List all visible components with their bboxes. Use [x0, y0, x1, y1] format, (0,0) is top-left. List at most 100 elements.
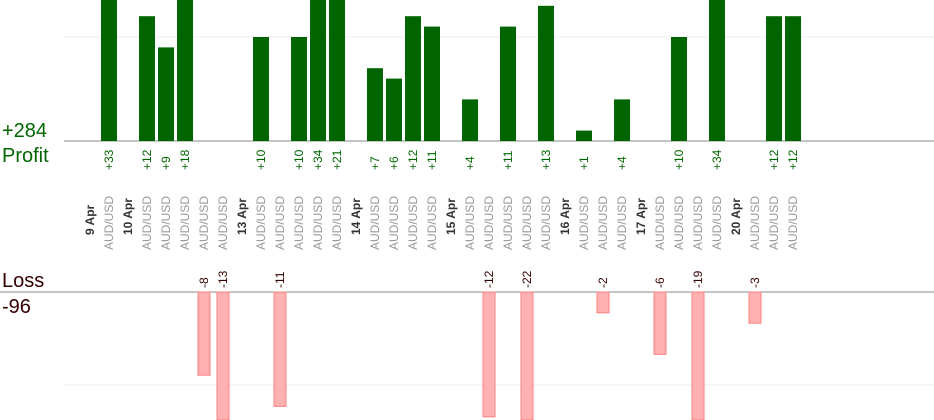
pair-label: AUD/USD [710, 196, 724, 250]
profit-value-label: +13 [539, 149, 553, 170]
pair-label: AUD/USD [767, 196, 781, 250]
loss-bar [520, 291, 534, 420]
profit-value-label: +10 [292, 149, 306, 170]
profit-value-label: +7 [368, 156, 382, 170]
profit-bar [671, 37, 687, 141]
day-label: 16 Apr [558, 198, 572, 235]
profit-value-label: +4 [615, 156, 629, 170]
profit-value-label: +11 [425, 150, 439, 170]
pair-label: AUD/USD [691, 196, 705, 250]
loss-bar [653, 291, 667, 355]
pair-label: AUD/USD [653, 196, 667, 250]
pair-label: AUD/USD [254, 196, 268, 250]
profit-value-label: +1 [577, 156, 591, 170]
profit-value-label: +10 [672, 149, 686, 170]
pair-label: AUD/USD [748, 196, 762, 250]
pair-label: AUD/USD [501, 196, 515, 250]
profit-value-label: +11 [501, 150, 515, 170]
labels-layer: 9 Apr AUD/USD +33 10 Apr AUD/USD +12 AUD/USD +9… [83, 149, 800, 288]
day-label: 14 Apr [349, 198, 363, 235]
pair-label: AUD/USD [311, 196, 325, 250]
profit-bar [576, 130, 592, 141]
profit-label: Profit [2, 145, 49, 167]
day-label: 9 Apr [83, 204, 97, 235]
pair-label: AUD/USD [330, 196, 344, 250]
profit-bar [177, 0, 193, 141]
profit-value-label: +12 [786, 149, 800, 170]
pair-label: AUD/USD [425, 196, 439, 250]
profit-value-label: +18 [178, 149, 192, 170]
profit-bar [310, 0, 326, 141]
loss-total: -96 [2, 296, 31, 318]
loss-value-label: -13 [216, 270, 230, 288]
profit-bar [291, 37, 307, 141]
loss-value-label: -11 [273, 271, 287, 288]
profit-bar [424, 26, 440, 142]
day-label: 10 Apr [121, 198, 135, 235]
profit-value-label: +12 [767, 149, 781, 170]
pair-label: AUD/USD [159, 196, 173, 250]
day-label: 20 Apr [729, 198, 743, 235]
loss-value-label: -2 [596, 277, 610, 288]
pair-label: AUD/USD [596, 196, 610, 250]
pair-label: AUD/USD [463, 196, 477, 250]
loss-label: Loss [2, 270, 45, 292]
loss-value-label: -22 [520, 270, 534, 288]
loss-bar [273, 291, 287, 407]
pair-label: AUD/USD [672, 196, 686, 250]
profit-value-label: +10 [254, 149, 268, 170]
loss-bar [691, 291, 705, 420]
loss-value-label: -19 [691, 270, 705, 288]
profit-value-label: +33 [102, 149, 116, 170]
pair-label: AUD/USD [539, 196, 553, 250]
loss-bar [216, 291, 230, 420]
pair-label: AUD/USD [615, 196, 629, 250]
pair-label: AUD/USD [140, 196, 154, 250]
pair-label: AUD/USD [368, 196, 382, 250]
pair-label: AUD/USD [197, 196, 211, 250]
profit-bar [405, 16, 421, 142]
profit-value-label: +34 [311, 149, 325, 170]
day-label: 17 Apr [634, 198, 648, 235]
profit-bar [253, 37, 269, 141]
profit-bar [614, 99, 630, 141]
profit-bar [101, 0, 117, 141]
profit-bar [500, 26, 516, 142]
day-label: 13 Apr [235, 198, 249, 235]
bars-layer [101, 0, 801, 420]
pair-label: AUD/USD [577, 196, 591, 250]
profit-bar [367, 68, 383, 141]
pair-label: AUD/USD [482, 196, 496, 250]
profit-bar [785, 16, 801, 142]
profit-bar [709, 0, 725, 141]
profit-value-label: +21 [330, 149, 344, 170]
profit-bar [462, 99, 478, 141]
profit-total: +284 [2, 120, 48, 142]
profit-bar [329, 0, 345, 141]
profit-bar [139, 16, 155, 142]
pair-label: AUD/USD [216, 196, 230, 250]
pair-label: AUD/USD [292, 196, 306, 250]
pair-label: AUD/USD [786, 196, 800, 250]
profit-value-label: +4 [463, 156, 477, 170]
pair-label: AUD/USD [406, 196, 420, 250]
pair-label: AUD/USD [273, 196, 287, 250]
profit-bar [766, 16, 782, 142]
loss-bar [748, 291, 762, 324]
loss-bar [596, 291, 610, 314]
pair-label: AUD/USD [102, 196, 116, 250]
pair-label: AUD/USD [178, 196, 192, 250]
loss-bar [197, 291, 211, 376]
loss-value-label: -6 [653, 277, 667, 288]
pair-label: AUD/USD [520, 196, 534, 250]
profit-value-label: +34 [710, 149, 724, 170]
loss-value-label: -3 [748, 277, 762, 288]
profit-value-label: +9 [159, 156, 173, 170]
profit-value-label: +12 [140, 149, 154, 170]
profit-value-label: +12 [406, 149, 420, 170]
day-label: 15 Apr [444, 198, 458, 235]
pair-label: AUD/USD [387, 196, 401, 250]
profit-bar [538, 5, 554, 141]
profit-bar [386, 78, 402, 141]
